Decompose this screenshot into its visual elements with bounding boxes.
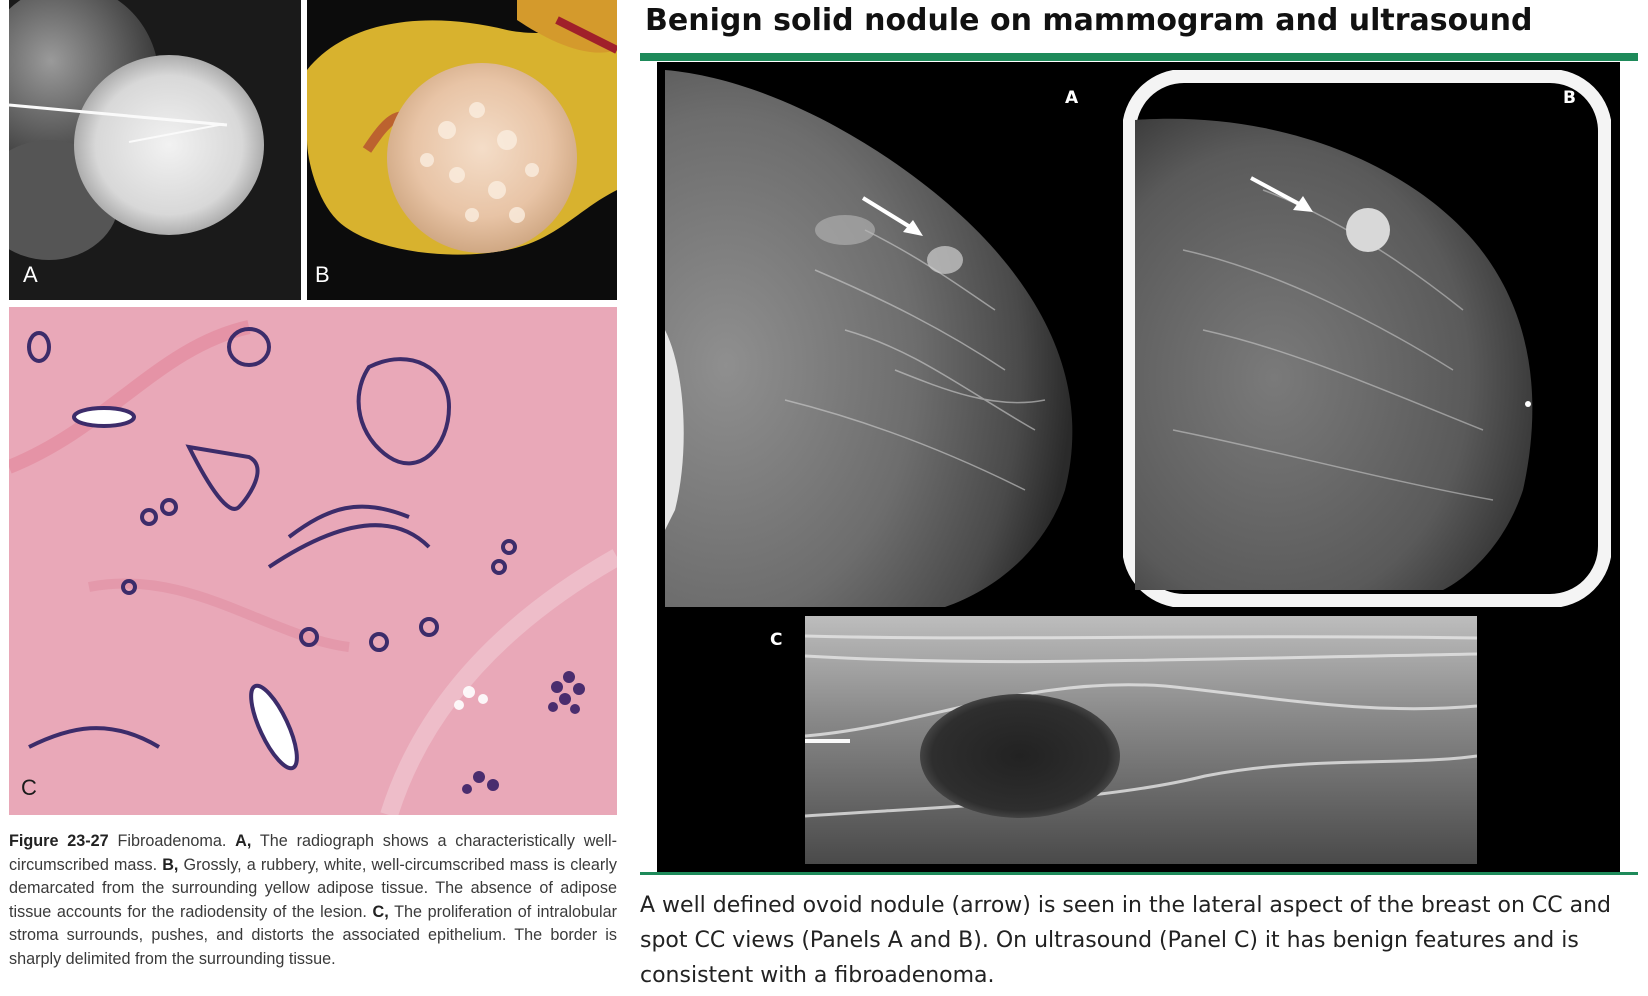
ultrasound-image: [805, 616, 1477, 864]
radiograph-image: [9, 0, 301, 300]
radiograph-panel-a: A: [9, 0, 301, 300]
mammogram-cc-image: [665, 70, 1113, 607]
panel-letter-c: C: [21, 775, 37, 800]
caption-a-text: The radiograph shows a characteristicall…: [9, 832, 617, 874]
mammogram-cc-panel-a: A: [665, 70, 1113, 607]
panel-letter-b: B: [315, 262, 330, 287]
caption-c-text: The proliferation of intralobular stroma…: [9, 902, 617, 968]
figure-caption-left: Figure 23-27 Fibroadenoma. A, The radiog…: [9, 830, 617, 971]
caption-a-label: A,: [235, 832, 252, 850]
caption-lead: Fibroadenoma.: [108, 832, 236, 850]
figure-label: Figure 23-27: [9, 832, 109, 850]
panel-letter-a: A: [23, 262, 38, 287]
figure-title-right: Benign solid nodule on mammogram and ult…: [645, 3, 1533, 38]
histology-image: [9, 307, 617, 815]
ultrasound-panel-c: [805, 616, 1477, 864]
gross-specimen-panel-b: B: [307, 0, 617, 300]
histology-panel-c: C: [9, 307, 617, 815]
gross-specimen-image: [307, 0, 617, 300]
caption-c-label: C,: [372, 902, 389, 921]
mammogram-spot-image: [1123, 70, 1611, 607]
figure-caption-right: A well defined ovoid nodule (arrow) is s…: [640, 893, 1612, 988]
mammogram-spot-panel-b: B: [1123, 70, 1611, 607]
caption-rule: [640, 872, 1638, 875]
panel-letter-a-right: A: [1065, 88, 1079, 108]
caption-b-text: Grossly, a rubbery, white, well-circumsc…: [9, 855, 617, 921]
panel-letter-c-right: C: [770, 630, 783, 650]
title-rule: [640, 53, 1638, 61]
panel-letter-b-right: B: [1563, 88, 1576, 108]
caption-b-label: B,: [162, 855, 179, 874]
